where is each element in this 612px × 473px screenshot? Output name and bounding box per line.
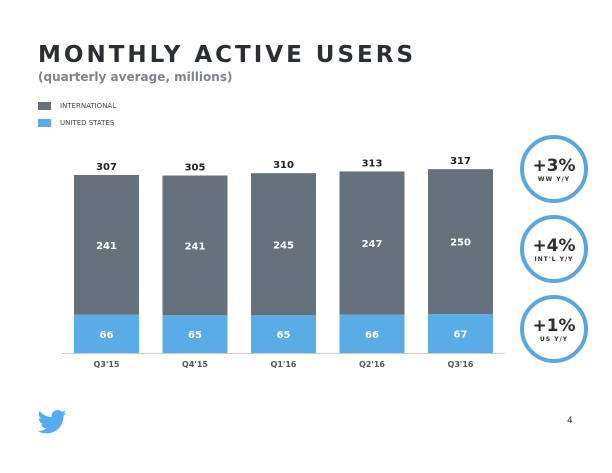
legend-swatch bbox=[38, 102, 51, 110]
legend-international: INTERNATIONAL bbox=[38, 102, 116, 110]
bar-international bbox=[162, 175, 228, 316]
data-label-us: 65 bbox=[188, 330, 202, 341]
data-label-total: 307 bbox=[96, 162, 117, 173]
callout-value: +3% bbox=[532, 155, 576, 176]
x-tick-label: Q3'16 bbox=[448, 360, 474, 369]
callout-label: INT'L Y/Y bbox=[534, 255, 574, 263]
data-label-total: 317 bbox=[450, 156, 471, 167]
twitter-bird-icon bbox=[37, 410, 67, 434]
bar-us bbox=[251, 315, 316, 353]
bar-us bbox=[428, 314, 493, 353]
bar-international bbox=[339, 171, 405, 315]
data-label-us: 66 bbox=[100, 330, 114, 341]
data-label-international: 245 bbox=[273, 240, 294, 251]
data-label-total: 305 bbox=[185, 163, 206, 174]
callout-us: +1% US Y/Y bbox=[520, 295, 588, 363]
legend-label: UNITED STATES bbox=[60, 119, 115, 127]
data-label-us: 66 bbox=[365, 330, 379, 341]
bar-us bbox=[74, 314, 139, 353]
callout-intl: +4% INT'L Y/Y bbox=[520, 215, 588, 283]
chart-title: MONTHLY ACTIVE USERS bbox=[38, 42, 417, 68]
data-label-international: 250 bbox=[450, 238, 471, 249]
chart-subtitle: (quarterly average, millions) bbox=[38, 70, 233, 84]
legend-united-states: UNITED STATES bbox=[38, 119, 114, 127]
data-label-total: 310 bbox=[273, 160, 294, 171]
x-tick-label: Q1'16 bbox=[271, 360, 297, 369]
bar-international bbox=[251, 173, 316, 316]
bar-international bbox=[74, 174, 139, 315]
x-tick-label: Q2'16 bbox=[359, 360, 385, 369]
legend-swatch bbox=[38, 119, 51, 127]
page-number: 4 bbox=[567, 416, 573, 426]
bar-us bbox=[339, 314, 405, 353]
x-tick-label: Q4'15 bbox=[182, 360, 208, 369]
callout-label: WW Y/Y bbox=[537, 175, 571, 183]
data-label-international: 247 bbox=[362, 239, 383, 250]
callout-ww: +3% WW Y/Y bbox=[520, 135, 588, 203]
legend-label: INTERNATIONAL bbox=[60, 102, 117, 110]
bar-us bbox=[162, 315, 228, 353]
data-label-us: 67 bbox=[454, 330, 468, 341]
callout-value: +4% bbox=[532, 235, 576, 256]
data-label-us: 65 bbox=[277, 330, 291, 341]
data-label-international: 241 bbox=[185, 241, 206, 252]
callout-label: US Y/Y bbox=[539, 335, 569, 343]
bar-international bbox=[428, 169, 493, 315]
x-tick-label: Q3'15 bbox=[94, 360, 120, 369]
data-label-total: 313 bbox=[362, 158, 383, 169]
data-label-international: 241 bbox=[96, 241, 117, 252]
callout-value: +1% bbox=[532, 315, 576, 336]
